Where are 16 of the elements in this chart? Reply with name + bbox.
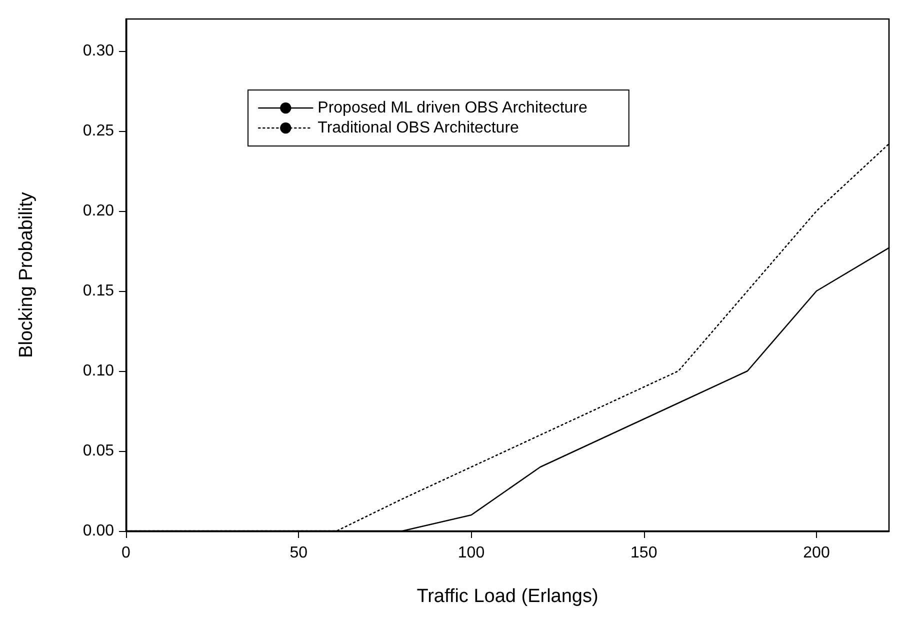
y-tick-label: 0.05 bbox=[82, 442, 114, 460]
y-tick-label: 0.30 bbox=[82, 42, 114, 60]
x-tick-label: 0 bbox=[122, 544, 131, 562]
y-axis-title: Blocking Probability bbox=[16, 192, 37, 358]
x-tick-label: 200 bbox=[803, 544, 830, 562]
legend-label: Traditional OBS Architecture bbox=[318, 120, 520, 136]
y-tick-label: 0.00 bbox=[82, 522, 114, 540]
y-tick-label: 0.15 bbox=[82, 282, 114, 300]
x-axis-title: Traffic Load (Erlangs) bbox=[416, 586, 598, 607]
x-tick-label: 150 bbox=[630, 544, 658, 562]
x-tick-label: 50 bbox=[290, 544, 308, 562]
x-tick-label: 100 bbox=[458, 544, 485, 562]
legend-label: Proposed ML driven OBS Architecture bbox=[318, 100, 588, 116]
y-tick-label: 0.10 bbox=[82, 362, 114, 380]
y-tick-label: 0.25 bbox=[82, 122, 114, 140]
y-tick-label: 0.20 bbox=[82, 202, 114, 220]
